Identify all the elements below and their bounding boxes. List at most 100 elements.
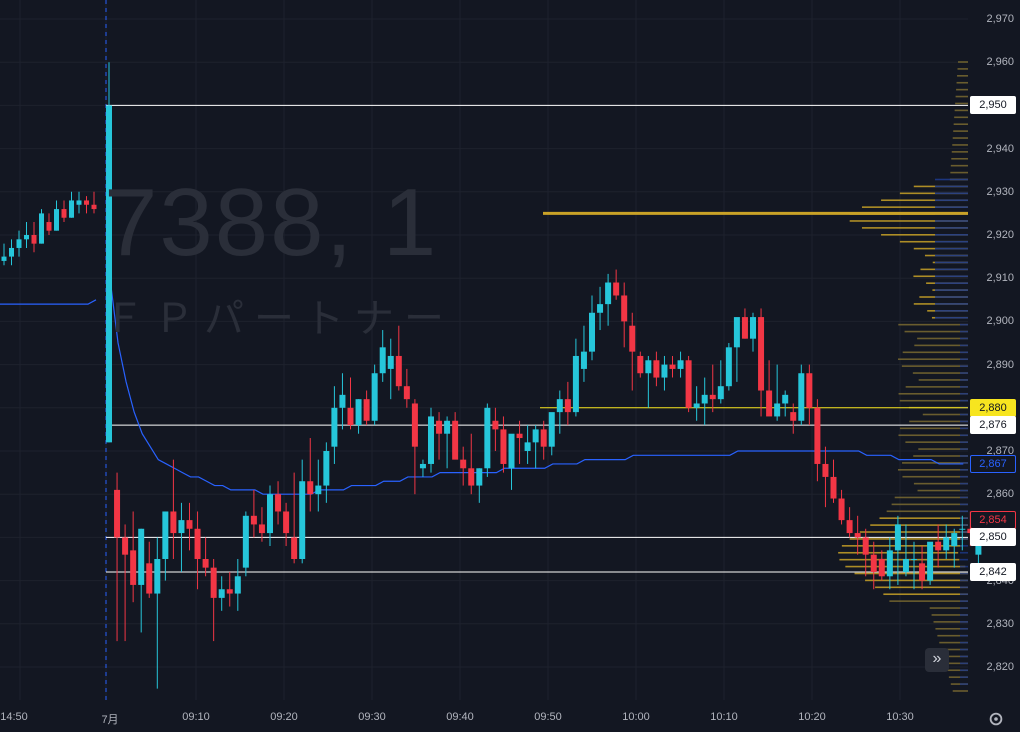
- volume-profile-bar: [943, 655, 968, 658]
- candle-body: [798, 373, 805, 421]
- candle-body: [685, 360, 692, 408]
- volume-profile-bar: [912, 372, 968, 374]
- volume-profile-bar: [960, 517, 968, 519]
- volume-profile-bar: [960, 427, 968, 430]
- price-tag-white: 2,876: [970, 416, 1016, 435]
- volume-profile-bar: [898, 434, 968, 437]
- scroll-to-realtime-button[interactable]: »: [925, 648, 949, 672]
- volume-profile-bar: [898, 323, 968, 326]
- vwap-line-prev: [0, 299, 97, 305]
- candle-body: [790, 412, 797, 421]
- volume-profile-bar: [952, 137, 968, 139]
- volume-profile-bar: [953, 130, 968, 132]
- candle-body: [91, 204, 97, 210]
- candle-body: [194, 528, 201, 559]
- volume-profile-bar: [956, 88, 968, 91]
- volume-profile-bar: [935, 185, 968, 188]
- candle-body: [911, 559, 917, 560]
- volume-profile-bar: [960, 551, 968, 554]
- candle-body: [854, 533, 861, 538]
- volume-profile-bar: [960, 441, 968, 443]
- candle-body: [31, 235, 37, 244]
- candle-body: [250, 515, 257, 525]
- gear-icon[interactable]: [987, 710, 1005, 728]
- volume-profile-bar: [939, 641, 968, 644]
- candle-body: [234, 576, 241, 594]
- volume-profile-bar: [960, 565, 968, 568]
- volume-profile-bar: [960, 572, 968, 575]
- volume-profile-bar: [960, 538, 968, 540]
- candle-body: [838, 498, 845, 521]
- candle-body: [39, 213, 44, 244]
- volume-profile-bar: [883, 593, 968, 596]
- candle-body: [693, 403, 700, 408]
- price-tag-yellow: 2,880: [970, 398, 1016, 417]
- volume-profile-bar: [935, 282, 968, 284]
- volume-profile-bar: [849, 220, 968, 222]
- volume-profile-bar: [879, 517, 968, 519]
- volume-profile-bar: [960, 669, 968, 672]
- time-axis-label: 09:50: [534, 711, 562, 723]
- candle-body: [46, 222, 52, 231]
- candle-body: [782, 394, 789, 404]
- volume-profile-bar: [960, 607, 968, 609]
- candle-body: [436, 420, 443, 434]
- candle-body: [605, 282, 612, 305]
- candle-body: [476, 468, 483, 486]
- price-axis-label: 2,890: [986, 358, 1014, 371]
- candle-body: [830, 476, 837, 499]
- candle-body: [677, 360, 684, 369]
- price-axis-label: 2,970: [986, 13, 1014, 25]
- candle-body: [363, 399, 370, 421]
- volume-profile-bar: [960, 386, 968, 388]
- candle-body: [468, 468, 475, 486]
- candle-body: [202, 559, 209, 568]
- candle-body: [862, 537, 869, 555]
- volume-profile-bar: [960, 392, 968, 395]
- volume-profile-bar: [960, 627, 968, 630]
- volume-profile-bar: [935, 289, 968, 291]
- volume-profile-bar: [839, 558, 960, 561]
- volume-profile-bar: [894, 496, 968, 499]
- candle-body: [186, 520, 193, 529]
- volume-profile-bar: [935, 227, 968, 229]
- candle-body: [347, 407, 354, 426]
- volume-profile-bar: [960, 434, 968, 437]
- volume-profile-bar: [935, 627, 968, 630]
- candle-body: [597, 304, 604, 313]
- volume-profile-bar: [935, 178, 968, 181]
- volume-profile-bar: [881, 234, 968, 236]
- volume-profile-bar: [952, 690, 968, 692]
- volume-profile-bar: [886, 510, 968, 513]
- volume-profile-bar: [960, 496, 968, 499]
- volume-profile-bar: [960, 558, 968, 561]
- candle-body: [323, 451, 330, 486]
- volume-profile-bar: [950, 171, 968, 174]
- volume-profile-bar: [902, 351, 968, 354]
- volume-profile-bar: [950, 683, 968, 685]
- candle-body: [621, 295, 628, 322]
- candle-body: [24, 235, 29, 240]
- volume-profile-bar: [951, 157, 968, 160]
- candle-body: [637, 355, 644, 374]
- candle-body: [725, 347, 732, 387]
- candle-body: [138, 528, 145, 585]
- vwap-line: [109, 278, 964, 495]
- candle-body: [16, 239, 22, 248]
- volume-profile-bar: [960, 655, 968, 658]
- volume-profile-bar: [865, 579, 968, 582]
- volume-profile-bar: [841, 545, 962, 547]
- candle-body: [54, 209, 59, 231]
- volume-profile-bar: [954, 109, 968, 112]
- price-axis-label: 2,900: [986, 315, 1014, 328]
- volume-profile-bar: [931, 614, 968, 616]
- candle-body: [846, 520, 853, 534]
- candle-body: [766, 390, 773, 417]
- candle-body: [162, 511, 169, 559]
- volume-profile-bar: [935, 275, 968, 278]
- candle-body: [959, 528, 966, 530]
- volume-profile-bar: [955, 102, 968, 105]
- candle-body: [943, 537, 950, 551]
